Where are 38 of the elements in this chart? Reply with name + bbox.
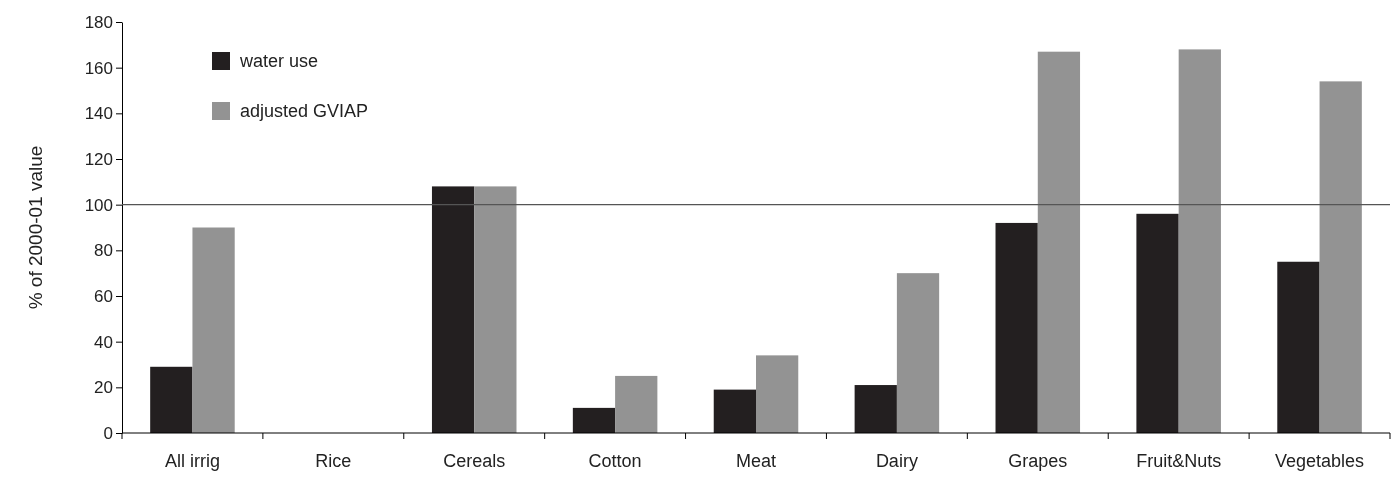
- bar: [572, 407, 616, 433]
- x-tick-label: Cotton: [588, 451, 642, 471]
- x-tick-label: Dairy: [875, 451, 918, 471]
- bar: [995, 222, 1038, 433]
- y-tick-label: 0: [103, 423, 113, 443]
- y-tick-label: 80: [94, 241, 113, 261]
- y-tick-label: 160: [84, 58, 113, 78]
- bar: [474, 186, 517, 433]
- x-tick-label: Grapes: [1008, 451, 1068, 471]
- bar: [1277, 261, 1320, 433]
- bar: [756, 355, 799, 433]
- y-axis-title: % of 2000-01 value: [25, 145, 46, 310]
- x-tick-label: Cereals: [443, 451, 506, 471]
- bar: [150, 366, 193, 433]
- x-tick-label: Vegetables: [1275, 451, 1365, 471]
- bar: [896, 273, 940, 433]
- bar: [192, 227, 235, 433]
- x-tick-label: Fruit&Nuts: [1136, 451, 1222, 471]
- y-tick-label: 140: [84, 104, 113, 124]
- bar: [431, 186, 475, 433]
- bar: [1319, 81, 1362, 433]
- y-tick-label: 40: [94, 332, 113, 352]
- x-tick-label: All irrig: [164, 451, 220, 471]
- y-tick-label: 60: [94, 286, 113, 306]
- bar: [1037, 51, 1081, 433]
- y-tick-label: 120: [84, 149, 113, 169]
- y-tick-label: 20: [94, 378, 113, 398]
- legend-label: adjusted GVIAP: [240, 101, 369, 121]
- x-tick-label: Meat: [735, 451, 777, 471]
- bar: [1178, 49, 1221, 433]
- bar: [615, 375, 658, 433]
- bar: [1136, 213, 1179, 433]
- y-tick-label: 180: [84, 12, 113, 32]
- x-tick-label: Rice: [315, 451, 352, 471]
- bar: [854, 385, 897, 433]
- y-tick-label: 100: [84, 195, 113, 215]
- bar: [713, 389, 756, 433]
- legend-label: water use: [239, 51, 319, 71]
